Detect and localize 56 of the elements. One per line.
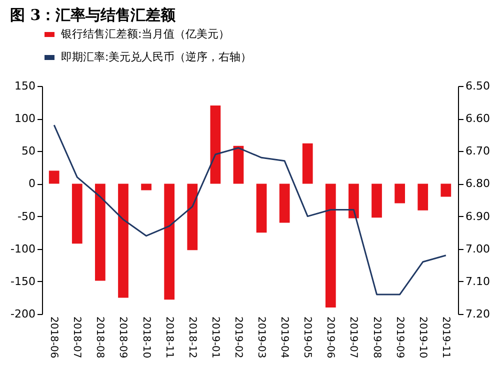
x-tick-label: 2019-06 (324, 316, 336, 358)
bar (440, 184, 452, 197)
y-tick-label: 50 (22, 144, 36, 158)
x-tick-label: 2018-11 (163, 316, 174, 358)
bar (233, 146, 244, 184)
bar (48, 170, 60, 184)
x-tick-label: 2019-07 (348, 316, 359, 358)
y2-tick-label: 6.60 (466, 112, 490, 126)
bar (418, 184, 428, 210)
y-tick-label: -100 (10, 242, 36, 256)
y2-tick-label: 6.80 (466, 177, 490, 190)
y-tick-label: 100 (14, 112, 36, 126)
bar (325, 184, 336, 308)
x-tick-label: 2019-05 (302, 316, 313, 358)
legend-label: 银行结售汇差额:当月值（亿美元） (60, 28, 230, 40)
bar (372, 184, 382, 218)
bar (256, 184, 267, 233)
x-tick-label: 2019-11 (440, 316, 451, 358)
bar (302, 143, 313, 184)
bar (118, 184, 128, 298)
x-tick-label: 2018-09 (117, 316, 128, 358)
y2-tick-label: 6.50 (466, 80, 490, 92)
bar (279, 184, 290, 223)
y2-tick-label: 7.20 (466, 308, 490, 320)
x-tick-label: 2018-06 (48, 316, 60, 358)
y-tick-label: -50 (18, 210, 36, 223)
y-tick-label: 150 (14, 80, 36, 92)
bar (348, 184, 359, 218)
x-tick-label: 2019-10 (416, 316, 428, 358)
chart-title: 图 3：汇率与结售汇差额 (10, 6, 177, 24)
x-tick-label: 2019-03 (256, 316, 267, 358)
legend-label: 即期汇率:美元兑人民币（逆序，右轴） (61, 50, 252, 64)
bar (210, 106, 221, 184)
y2-tick-label: 7.00 (466, 242, 490, 256)
x-tick-label: 2019-04 (278, 316, 290, 358)
x-tick-label: 2018-12 (186, 316, 198, 358)
y-tick-label: 0 (28, 177, 36, 190)
x-tick-label: 2019-08 (370, 316, 382, 358)
y-tick-label: -200 (10, 308, 36, 320)
bar (72, 184, 82, 244)
bar (164, 184, 175, 300)
bar (95, 184, 106, 281)
bar (141, 184, 152, 190)
y2-tick-label: 7.10 (466, 274, 490, 288)
y2-tick-label: 6.90 (466, 210, 490, 223)
x-tick-label: 2019-01 (209, 316, 220, 358)
x-tick-label: 2019-09 (394, 316, 405, 358)
x-tick-label: 2018-08 (94, 316, 106, 358)
line-series (53, 124, 447, 296)
bar (187, 184, 198, 250)
x-tick-label: 2018-07 (71, 316, 82, 358)
y-tick-label: -150 (10, 274, 36, 288)
x-tick-label: 2019-02 (232, 316, 244, 358)
bar (394, 184, 405, 204)
y2-tick-label: 6.70 (466, 144, 490, 158)
x-tick-label: 2018-10 (140, 316, 152, 358)
